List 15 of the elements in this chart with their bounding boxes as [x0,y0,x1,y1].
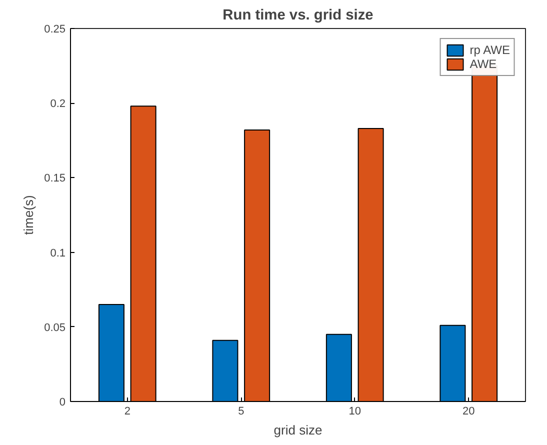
y-tick-label: 0 [59,396,66,408]
legend-label: rp AWE [470,43,510,57]
y-axis-title: time(s) [21,195,36,235]
x-axis-title: grid size [274,422,322,438]
chart-title: Run time vs. grid size [222,8,374,24]
y-tick-label: 0.15 [44,172,66,185]
x-tick-label: 5 [238,406,244,418]
y-tick-label: 0.2 [50,98,66,110]
legend-label: AWE [470,57,497,71]
y-tick-label: 0.25 [44,24,66,36]
y-tick-label: 0.05 [44,322,66,334]
x-tick-label: 2 [124,406,130,418]
x-tick-label: 10 [348,406,362,418]
y-tick-label: 0.1 [50,247,66,260]
x-tick-label: 20 [462,406,475,418]
